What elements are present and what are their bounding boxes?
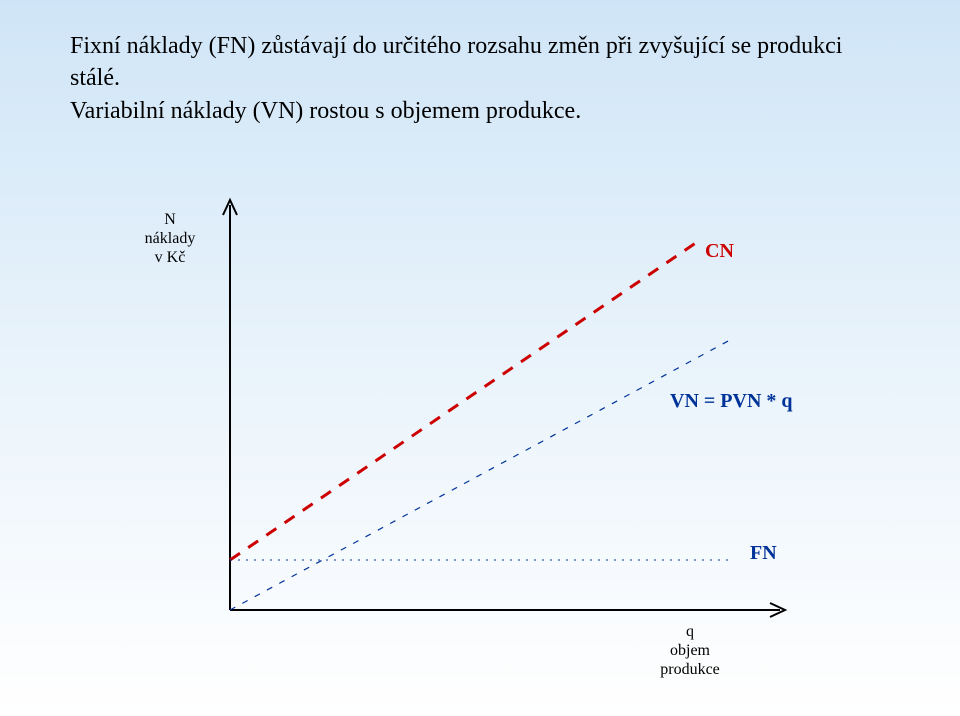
cost-chart: N náklady v Kč CN VN = PVN * q bbox=[110, 190, 850, 680]
series-vn-line bbox=[230, 340, 730, 610]
series-fn-label-text: FN bbox=[750, 542, 777, 564]
series-vn-label: VN = PVN * q bbox=[670, 390, 793, 413]
series-cn-label-text: CN bbox=[705, 240, 734, 262]
page: Fixní náklady (FN) zůstávají do určitého… bbox=[0, 0, 960, 716]
series-fn-label: FN bbox=[750, 542, 777, 565]
series-cn-line bbox=[230, 240, 700, 560]
desc-line1: Fixní náklady (FN) zůstávají do určitého… bbox=[70, 33, 842, 91]
series-cn-label: CN bbox=[705, 240, 734, 263]
description-text: Fixní náklady (FN) zůstávají do určitého… bbox=[70, 30, 890, 127]
x-axis-label-objem: objem bbox=[670, 642, 710, 659]
y-axis-label-n: N bbox=[164, 211, 176, 228]
chart-svg bbox=[110, 190, 850, 680]
x-axis-label-produkce: produkce bbox=[660, 661, 720, 678]
y-axis-label-kc: v Kč bbox=[155, 249, 186, 266]
y-axis-label: N náklady v Kč bbox=[130, 210, 210, 268]
x-axis-label-q: q bbox=[686, 623, 694, 640]
desc-line2: Variabilní náklady (VN) rostou s objemem… bbox=[70, 98, 581, 124]
series-vn-label-text: VN = PVN * q bbox=[670, 390, 793, 412]
x-axis-label: q objem produkce bbox=[640, 622, 740, 680]
y-axis-label-naklady: náklady bbox=[145, 230, 196, 247]
